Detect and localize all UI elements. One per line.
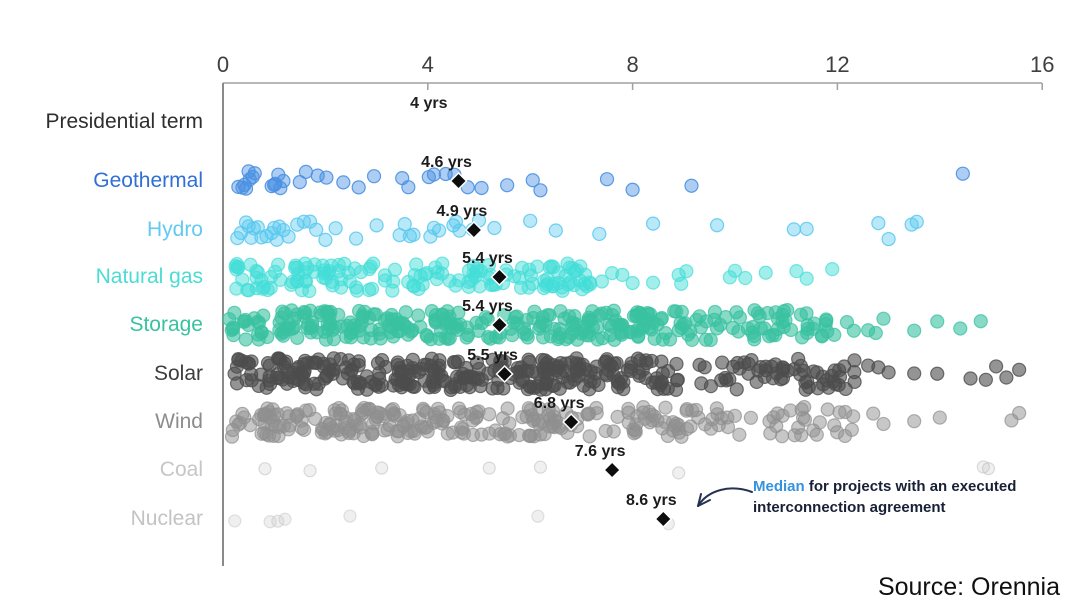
median-annotation-highlight: Median (753, 478, 805, 495)
series-dots-nuclear (228, 509, 676, 531)
series-dots-coal (258, 460, 996, 480)
median-value-label: 5.4 yrs (462, 250, 513, 267)
median-value-label: 4.9 yrs (437, 203, 488, 220)
x-axis-tick-label: 8 (626, 52, 638, 77)
category-label-coal: Coal (159, 458, 203, 481)
series-dots-solar (227, 351, 1027, 398)
x-axis-tick-label: 12 (825, 52, 849, 77)
median-value-label: 7.6 yrs (575, 443, 626, 460)
median-value-label: 4.6 yrs (421, 154, 472, 171)
x-axis-tick-label: 4 (422, 52, 434, 77)
median-diamond-geothermal (449, 171, 468, 191)
median-value-label: 5.5 yrs (467, 347, 518, 364)
category-label-storage: Storage (129, 313, 203, 336)
presidential-term-value-label: 4 yrs (410, 95, 447, 112)
source-attribution: Source: Orennia (877, 573, 1060, 601)
median-diamond-coal (603, 460, 622, 480)
axis-row-label-presidential-term: Presidential term (45, 110, 203, 133)
category-label-solar: Solar (153, 362, 203, 385)
median-value-label: 5.4 yrs (462, 298, 513, 315)
median-value-label: 6.8 yrs (534, 395, 585, 412)
median-annotation-text: for projects with an executed interconne… (753, 478, 1017, 516)
series-dots-storage (222, 303, 988, 348)
category-label-geothermal: Geothermal (93, 169, 203, 192)
category-label-hydro: Hydro (146, 218, 203, 241)
median-annotation: Median for projects with an executed int… (753, 476, 1049, 518)
median-diamond-hydro (464, 220, 483, 240)
series-dots-natural-gas (228, 256, 840, 299)
series-dots-wind (224, 399, 1027, 444)
median-value-label: 8.6 yrs (626, 492, 677, 509)
median-diamond-nuclear (654, 509, 673, 529)
median-diamond-wind (562, 412, 581, 432)
x-axis-tick-label: 16 (1030, 52, 1054, 77)
category-label-natural-gas: Natural gas (95, 265, 203, 288)
series-dots-geothermal (231, 164, 970, 198)
median-diamond-natural-gas (490, 267, 509, 287)
median-diamond-solar (495, 364, 514, 384)
median-diamond-storage (490, 315, 509, 335)
x-axis-tick-label: 0 (217, 52, 229, 77)
series-dots-hydro (230, 213, 924, 247)
median-annotation-arrow (697, 487, 753, 507)
category-label-wind: Wind (155, 410, 203, 433)
category-label-nuclear: Nuclear (130, 507, 203, 530)
